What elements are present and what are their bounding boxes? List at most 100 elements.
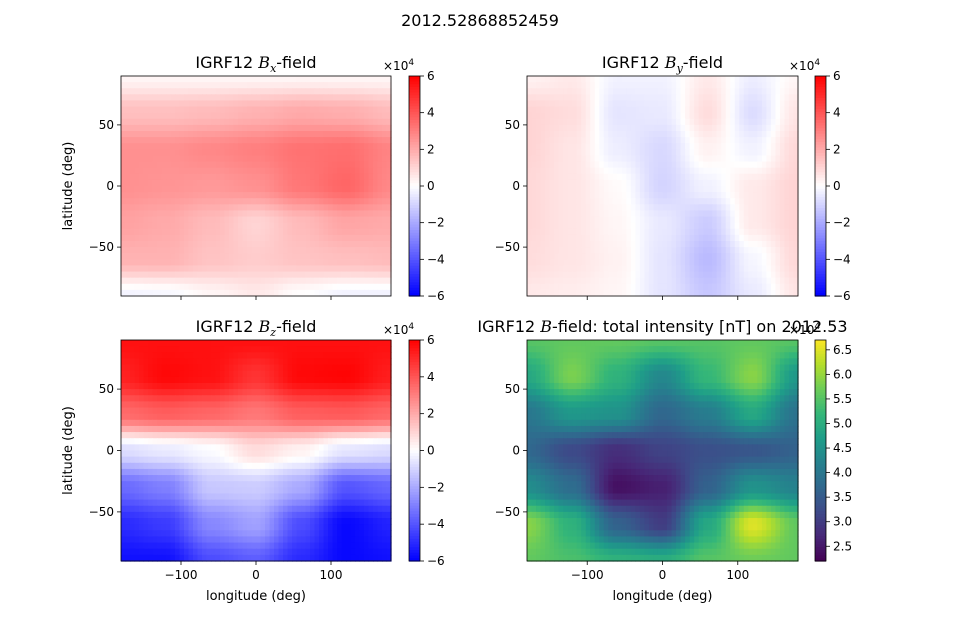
heatmap-cell bbox=[175, 253, 181, 260]
heatmap-cell bbox=[301, 82, 307, 89]
heatmap-cell bbox=[712, 143, 718, 150]
heatmap-cell bbox=[766, 216, 772, 224]
heatmap-cell bbox=[703, 143, 709, 150]
heatmap-cell bbox=[766, 228, 772, 236]
heatmap-cell bbox=[314, 340, 320, 347]
heatmap-cell bbox=[197, 259, 203, 267]
heatmap-cell bbox=[314, 253, 320, 260]
heatmap-cell bbox=[788, 100, 795, 108]
heatmap-cell bbox=[716, 155, 722, 163]
heatmap-cell bbox=[310, 118, 316, 126]
heatmap-cell bbox=[341, 271, 347, 279]
heatmap-cell bbox=[567, 192, 573, 199]
heatmap-cell bbox=[382, 234, 388, 242]
heatmap-cell bbox=[274, 259, 280, 267]
heatmap-cell bbox=[368, 118, 374, 126]
heatmap-cell bbox=[287, 253, 293, 260]
heatmap-cell bbox=[599, 100, 605, 108]
heatmap-cell bbox=[572, 265, 578, 273]
heatmap-cell bbox=[283, 289, 289, 297]
heatmap-cell bbox=[739, 173, 745, 181]
heatmap-cell bbox=[121, 198, 127, 205]
heatmap-cell bbox=[545, 216, 551, 224]
heatmap-cell bbox=[148, 204, 154, 212]
heatmap-cell bbox=[373, 192, 379, 199]
heatmap-cell bbox=[130, 253, 136, 260]
heatmap-cell bbox=[269, 346, 275, 353]
heatmap-cell bbox=[590, 112, 596, 120]
heatmap-cell bbox=[337, 370, 343, 378]
heatmap-cell bbox=[364, 198, 370, 205]
heatmap-cell bbox=[694, 82, 700, 89]
heatmap-cell bbox=[621, 259, 627, 267]
heatmap-cell bbox=[157, 253, 163, 260]
heatmap-cell bbox=[139, 137, 145, 144]
heatmap-cell bbox=[161, 216, 167, 224]
heatmap-cell bbox=[332, 137, 338, 144]
heatmap-cell bbox=[721, 149, 727, 157]
heatmap-cell bbox=[206, 149, 212, 157]
heatmap-cell bbox=[148, 376, 154, 384]
heatmap-cell bbox=[305, 376, 311, 384]
heatmap-cell bbox=[337, 192, 343, 199]
heatmap-cell bbox=[310, 94, 316, 102]
heatmap-cell bbox=[121, 222, 127, 230]
heatmap-cell bbox=[350, 234, 356, 242]
heatmap-cell bbox=[630, 204, 636, 212]
heatmap-cell bbox=[229, 149, 235, 157]
heatmap-cell bbox=[549, 259, 555, 267]
heatmap-cell bbox=[251, 118, 257, 126]
heatmap-cell bbox=[314, 364, 320, 372]
heatmap-cell bbox=[148, 161, 154, 169]
heatmap-cell bbox=[540, 76, 546, 83]
heatmap-cell bbox=[581, 179, 587, 187]
heatmap-cell bbox=[703, 253, 709, 260]
heatmap-cell bbox=[310, 124, 316, 132]
heatmap-cell bbox=[599, 216, 605, 224]
heatmap-cell bbox=[184, 370, 190, 378]
heatmap-cell bbox=[608, 283, 614, 291]
heatmap-cell bbox=[265, 100, 271, 108]
heatmap-cell bbox=[215, 283, 221, 291]
heatmap-cell bbox=[685, 143, 691, 150]
heatmap-cell bbox=[274, 210, 280, 218]
heatmap-cell bbox=[549, 179, 555, 187]
heatmap-cell bbox=[734, 222, 740, 230]
heatmap-cell bbox=[536, 173, 542, 181]
heatmap-cell bbox=[626, 247, 632, 254]
heatmap-cell bbox=[576, 210, 582, 218]
heatmap-cell bbox=[278, 228, 284, 236]
title-subscript: x bbox=[270, 62, 277, 75]
heatmap-cell bbox=[716, 228, 722, 236]
heatmap-cell bbox=[233, 118, 239, 126]
heatmap-cell bbox=[766, 155, 772, 163]
heatmap-cell bbox=[319, 222, 325, 230]
heatmap-cell bbox=[739, 131, 745, 138]
heatmap-cell bbox=[558, 192, 564, 199]
heatmap-cell bbox=[671, 259, 677, 267]
heatmap-cell bbox=[671, 106, 677, 114]
heatmap-cell bbox=[233, 222, 239, 230]
heatmap-cell bbox=[332, 370, 338, 378]
heatmap-cell bbox=[743, 94, 749, 102]
heatmap-cell bbox=[793, 124, 799, 132]
heatmap-cell bbox=[761, 173, 767, 181]
heatmap-cell bbox=[242, 222, 248, 230]
colorbar-segment bbox=[409, 150, 420, 154]
heatmap-cell bbox=[364, 253, 370, 260]
heatmap-cell bbox=[175, 186, 181, 193]
heatmap-cell bbox=[175, 155, 181, 163]
heatmap-cell bbox=[274, 283, 280, 291]
colorbar-segment bbox=[409, 175, 420, 179]
heatmap-cell bbox=[657, 222, 664, 230]
heatmap-cell bbox=[355, 198, 361, 205]
heatmap-cell bbox=[563, 192, 569, 199]
heatmap-cell bbox=[238, 340, 244, 347]
heatmap-cell bbox=[350, 222, 356, 230]
y-tick-label: −50 bbox=[495, 240, 520, 254]
heatmap-cell bbox=[703, 118, 709, 126]
heatmap-cell bbox=[685, 216, 691, 224]
heatmap-cell bbox=[703, 247, 709, 254]
heatmap-cell bbox=[170, 124, 176, 132]
heatmap-cell bbox=[188, 173, 194, 181]
